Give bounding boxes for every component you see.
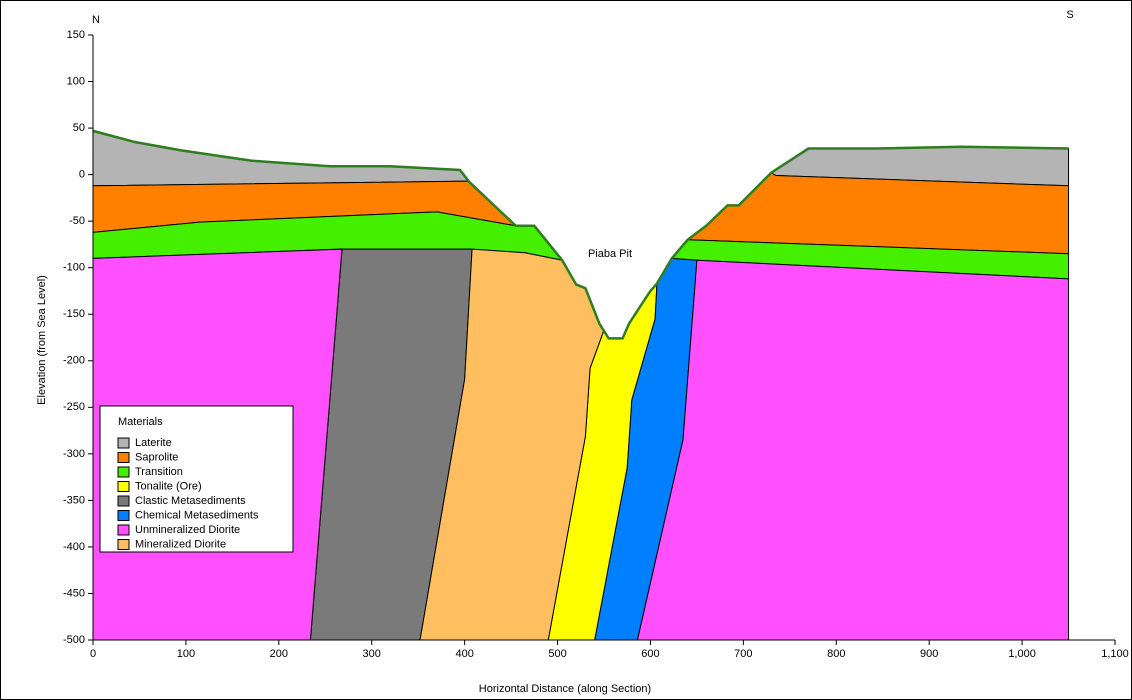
x-tick-label: 0 (90, 648, 96, 660)
y-axis-label: Elevation (from Sea Level) (36, 275, 48, 405)
legend-swatch (117, 481, 130, 492)
y-tick-label: 0 (79, 169, 85, 181)
legend-label: Chemical Metasediments (135, 509, 259, 521)
x-tick-label: 500 (548, 648, 566, 660)
legend-swatch (117, 510, 130, 521)
legend: Materials Laterite Saprolite Transition Tona… (99, 405, 294, 553)
legend-swatch (117, 452, 130, 463)
material-polygon (636, 259, 1070, 641)
legend-label: Transition (135, 466, 183, 478)
y-tick-label: -50 (69, 215, 85, 227)
legend-title: Materials (118, 416, 163, 428)
x-tick-label: 200 (270, 648, 288, 660)
legend-label: Saprolite (135, 451, 178, 463)
x-tick-label: 800 (827, 648, 845, 660)
legend-box (99, 405, 294, 553)
legend-label: Laterite (135, 437, 172, 449)
legend-swatch (117, 437, 130, 449)
y-tick-label: -200 (63, 355, 85, 367)
y-tick-label: 50 (73, 122, 85, 134)
x-tick-label: 300 (363, 648, 381, 660)
legend-label: Mineralized Diorite (135, 538, 226, 550)
y-tick-label: -350 (63, 494, 85, 506)
x-tick-label: 1,000 (1008, 648, 1036, 660)
y-tick-label: -400 (63, 541, 85, 553)
x-tick-label: 400 (455, 648, 473, 660)
legend-swatch (117, 539, 130, 550)
y-tick-label: -100 (63, 262, 85, 274)
y-tick-label: -300 (63, 448, 85, 460)
legend-swatch (117, 495, 130, 507)
x-tick-label: 900 (920, 648, 938, 660)
y-tick-label: -500 (63, 634, 85, 646)
x-tick-label: 700 (734, 648, 752, 660)
y-tick-label: -450 (63, 587, 85, 599)
y-tick-label: -250 (63, 401, 85, 413)
legend-swatch (117, 524, 130, 536)
x-tick-label: 1,100 (1101, 648, 1129, 660)
y-tick-label: 150 (67, 29, 85, 41)
ground-surface (92, 129, 1069, 340)
legend-label: Unmineralized Diorite (135, 524, 240, 536)
x-tick-label: 600 (641, 648, 659, 660)
y-tick-label: -150 (63, 308, 85, 320)
annotation: S (1066, 9, 1073, 21)
legend-label: Clastic Metasediments (135, 495, 246, 507)
legend-label: Tonalite (Ore) (135, 480, 202, 492)
x-tick-label: 100 (177, 648, 195, 660)
legend-swatch (117, 466, 130, 478)
y-tick-label: 100 (67, 75, 85, 87)
annotation: N (92, 14, 100, 26)
x-axis-label: Horizontal Distance (along Section) (479, 683, 651, 695)
annotation: Piaba Pit (588, 248, 632, 260)
